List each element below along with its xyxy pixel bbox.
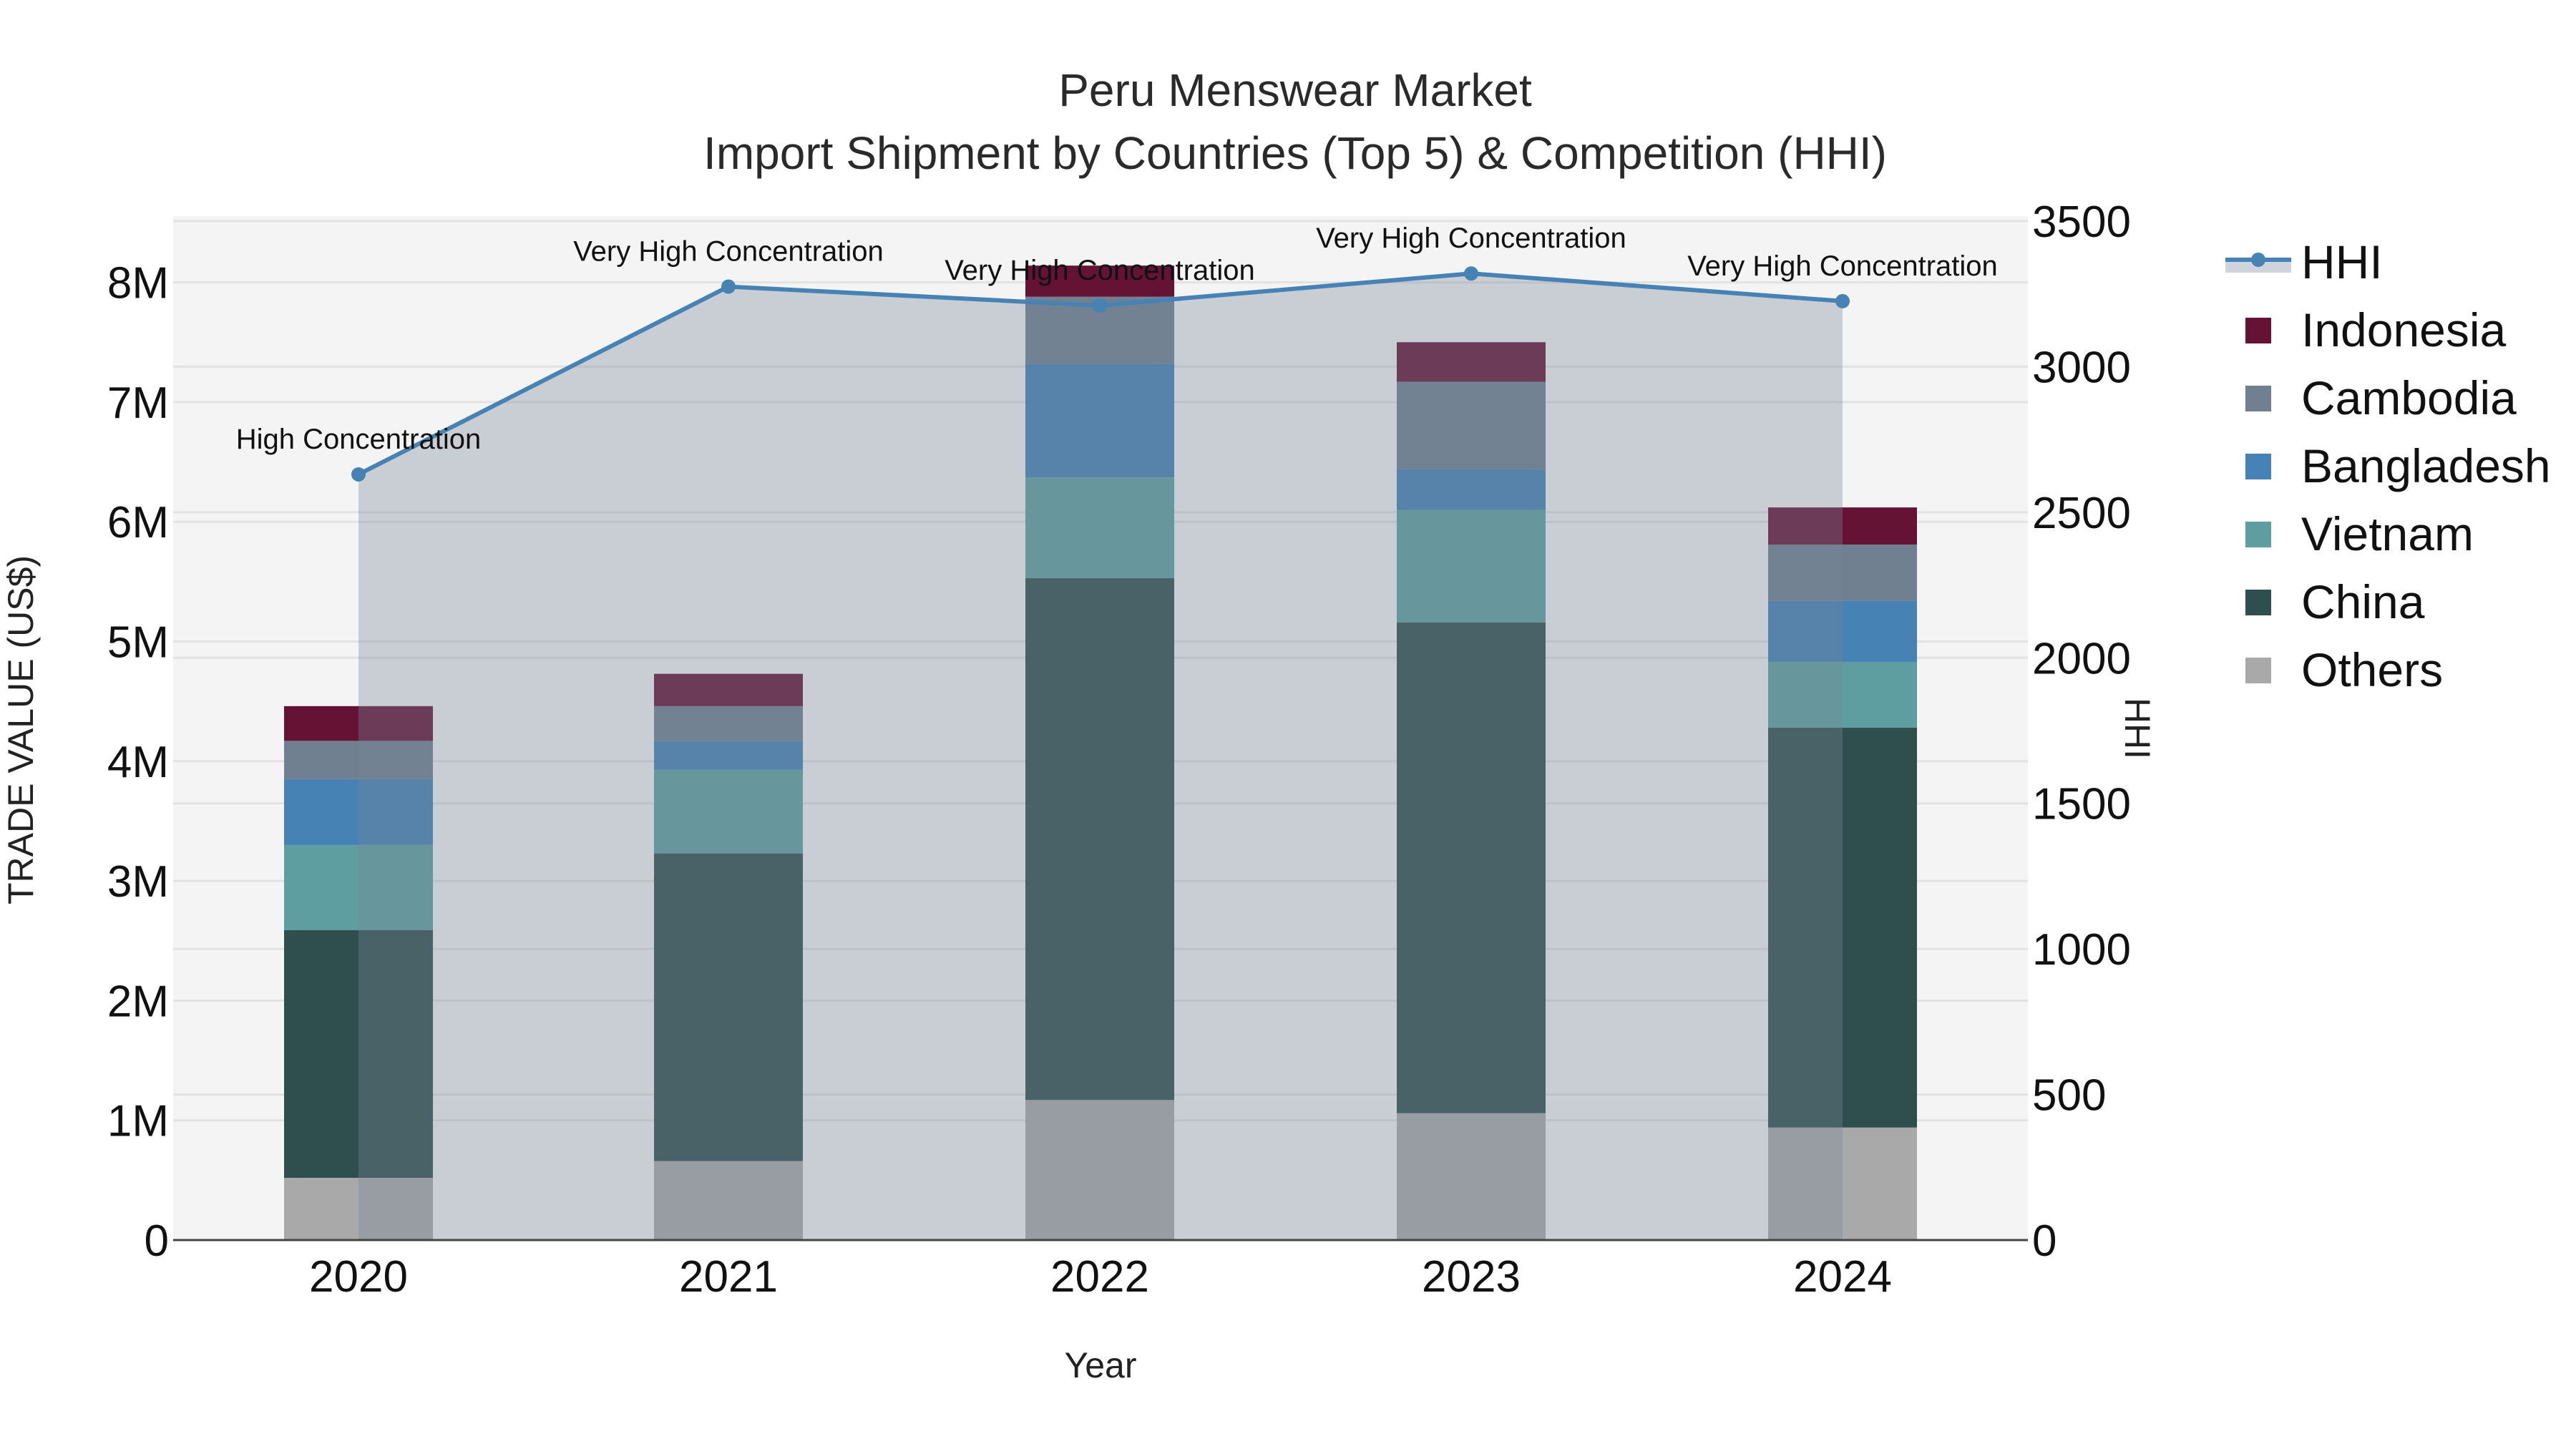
y2-tick-label: 500: [2032, 1071, 2106, 1121]
legend-label: Vietnam: [2301, 507, 2474, 560]
legend-swatch-icon: [2245, 658, 2271, 683]
legend-item-china[interactable]: China: [2245, 575, 2425, 628]
y-tick-label: 5M: [107, 618, 169, 668]
y-tick-label: 7M: [107, 379, 169, 428]
hhi-annotation: Very High Concentration: [1687, 250, 1998, 282]
bar-segment-indonesia[interactable]: [1025, 265, 1174, 297]
y2-tick-label: 3500: [2032, 197, 2131, 247]
bar-segment-bangladesh[interactable]: [654, 741, 803, 770]
y2-tick-label: 0: [2032, 1216, 2057, 1266]
bar-segment-others[interactable]: [654, 1161, 803, 1240]
y-axis-ticks: 0 1M 2M 3M 4M 5M 6M 7M 8M: [107, 259, 169, 1266]
y-tick-label: 6M: [107, 498, 169, 547]
chart-title: Peru Menswear Market: [1058, 64, 1532, 116]
y2-tick-label: 2500: [2032, 489, 2131, 538]
chart-subtitle: Import Shipment by Countries (Top 5) & C…: [703, 127, 1887, 179]
y-tick-label: 2M: [107, 977, 169, 1026]
y-tick-label: 8M: [107, 259, 169, 308]
legend-label: HHI: [2301, 235, 2383, 288]
legend-item-vietnam[interactable]: Vietnam: [2245, 507, 2474, 560]
legend-item-cambodia[interactable]: Cambodia: [2245, 371, 2517, 424]
stacked-bars: [284, 265, 1917, 1240]
hhi-marker[interactable]: [721, 279, 736, 294]
legend-label: China: [2301, 575, 2425, 628]
bar-segment-others[interactable]: [1768, 1127, 1917, 1240]
hhi-marker[interactable]: [1093, 298, 1107, 313]
x-tick-label: 2024: [1793, 1252, 1892, 1302]
bar-segment-indonesia[interactable]: [1397, 342, 1546, 382]
bar-segment-cambodia[interactable]: [654, 706, 803, 741]
bar-segment-vietnam[interactable]: [284, 844, 433, 930]
bar-segment-china[interactable]: [1025, 577, 1174, 1101]
bar-segment-china[interactable]: [284, 930, 433, 1179]
bar-segment-cambodia[interactable]: [284, 741, 433, 779]
legend-swatch-icon: [2245, 590, 2271, 615]
hhi-area: [358, 273, 1843, 1241]
bar-segment-bangladesh[interactable]: [284, 779, 433, 845]
y-tick-label: 1M: [107, 1097, 169, 1146]
hhi-legend-marker-icon: [2251, 253, 2265, 267]
legend-swatch-icon: [2245, 386, 2271, 411]
legend-label: Bangladesh: [2301, 439, 2551, 492]
legend-swatch-icon: [2245, 318, 2271, 343]
bar-segment-china[interactable]: [1397, 622, 1546, 1113]
x-tick-label: 2022: [1050, 1252, 1149, 1302]
bar-segment-indonesia[interactable]: [284, 706, 433, 741]
y2-tick-label: 2000: [2032, 634, 2131, 683]
y2-axis-ticks: 0 500 1000 1500 2000 2500 3000 3500: [2032, 197, 2131, 1266]
bar-segment-bangladesh[interactable]: [1397, 469, 1546, 510]
x-tick-label: 2020: [309, 1252, 408, 1302]
y2-tick-label: 1000: [2032, 925, 2131, 975]
hhi-annotation: Very High Concentration: [1316, 223, 1626, 254]
legend-item-hhi[interactable]: HHI: [2225, 235, 2383, 288]
bar-segment-bangladesh[interactable]: [1768, 600, 1917, 662]
hhi-annotation: Very High Concentration: [573, 236, 884, 268]
legend-item-indonesia[interactable]: Indonesia: [2245, 303, 2507, 356]
legend[interactable]: HHI Indonesia Cambodia Bangladesh Vietnam Chi…: [2225, 235, 2551, 696]
y-tick-label: 0: [145, 1216, 169, 1266]
hhi-marker[interactable]: [1835, 293, 1850, 308]
hhi-annotation: Very High Concentration: [945, 255, 1255, 286]
legend-swatch-icon: [2245, 522, 2271, 547]
y2-axis-title: HHI: [2117, 698, 2157, 759]
y-tick-label: 4M: [107, 738, 169, 787]
y-tick-label: 3M: [107, 857, 169, 907]
legend-label: Indonesia: [2301, 303, 2507, 356]
bar-segment-vietnam[interactable]: [1397, 509, 1546, 623]
bar-segment-china[interactable]: [1768, 727, 1917, 1128]
x-axis-ticks: 2020 2021 2022 2023 2024: [309, 1252, 1892, 1302]
legend-swatch-icon: [2245, 454, 2271, 479]
bar-segment-china[interactable]: [654, 853, 803, 1161]
bar-segment-indonesia[interactable]: [654, 673, 803, 706]
bar-segment-others[interactable]: [1025, 1100, 1174, 1240]
y2-tick-label: 1500: [2032, 780, 2131, 829]
hhi-annotations: High Concentration Very High Concentratio…: [236, 223, 1998, 455]
x-tick-label: 2021: [679, 1252, 778, 1302]
x-tick-label: 2023: [1422, 1252, 1521, 1302]
bar-segment-others[interactable]: [284, 1178, 433, 1240]
legend-item-bangladesh[interactable]: Bangladesh: [2245, 439, 2551, 492]
hhi-annotation: High Concentration: [236, 424, 481, 455]
hhi-marker[interactable]: [351, 467, 366, 482]
bar-segment-bangladesh[interactable]: [1025, 364, 1174, 478]
legend-label: Others: [2301, 643, 2443, 696]
bar-segment-vietnam[interactable]: [1768, 661, 1917, 728]
bar-segment-cambodia[interactable]: [1397, 381, 1546, 469]
y2-tick-label: 3000: [2032, 343, 2131, 392]
hhi-marker[interactable]: [1464, 266, 1478, 281]
hhi-series: [351, 266, 1850, 1241]
bar-segment-vietnam[interactable]: [654, 769, 803, 854]
x-axis-title: Year: [1064, 1345, 1136, 1385]
bar-segment-others[interactable]: [1397, 1113, 1546, 1240]
bar-segment-indonesia[interactable]: [1768, 507, 1917, 545]
legend-label: Cambodia: [2301, 371, 2517, 424]
y-axis-title: TRADE VALUE (US$): [1, 555, 41, 904]
bar-segment-vietnam[interactable]: [1025, 477, 1174, 578]
bar-segment-cambodia[interactable]: [1768, 544, 1917, 601]
legend-item-others[interactable]: Others: [2245, 643, 2443, 696]
